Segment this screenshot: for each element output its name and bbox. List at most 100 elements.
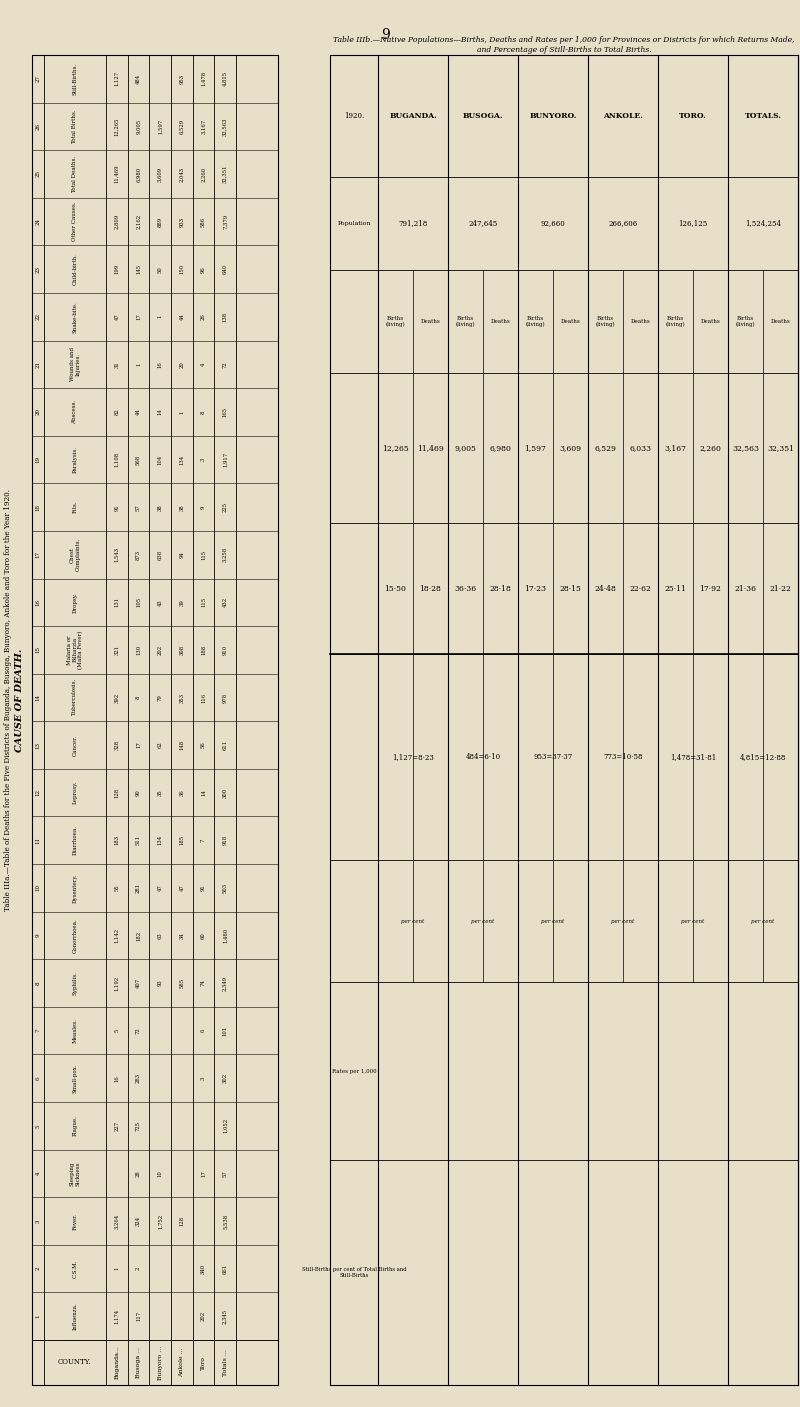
- Text: Buganda...: Buganda...: [114, 1345, 119, 1379]
- Text: 9,005: 9,005: [454, 445, 477, 453]
- Text: Bunyoro ...: Bunyoro ...: [158, 1345, 162, 1380]
- Text: 321: 321: [114, 644, 119, 656]
- Text: Fits.: Fits.: [73, 501, 78, 514]
- Text: Sleeping
Sickness: Sleeping Sickness: [70, 1161, 80, 1186]
- Text: 90: 90: [136, 789, 141, 796]
- Text: 44: 44: [179, 314, 184, 321]
- Text: 1,917: 1,917: [222, 452, 228, 467]
- Text: 953: 953: [179, 73, 184, 84]
- Text: 57: 57: [136, 504, 141, 511]
- Text: 19: 19: [35, 456, 41, 463]
- Text: Still-Births per cent of Total Births and
Still-Births: Still-Births per cent of Total Births an…: [302, 1268, 406, 1278]
- Text: 6,529: 6,529: [179, 118, 184, 134]
- Text: 150: 150: [179, 265, 184, 274]
- Text: 47: 47: [158, 885, 162, 891]
- Text: 3: 3: [201, 1076, 206, 1081]
- Text: 889: 889: [158, 217, 162, 227]
- Text: 17·23: 17·23: [525, 585, 546, 592]
- Text: 5: 5: [35, 1124, 41, 1127]
- Text: 11,469: 11,469: [417, 445, 444, 453]
- Text: 2,260: 2,260: [699, 445, 722, 453]
- Text: 16: 16: [35, 599, 41, 606]
- Text: 44: 44: [136, 408, 141, 415]
- Text: 3: 3: [35, 1220, 41, 1223]
- Text: 17: 17: [136, 314, 141, 321]
- Text: 130: 130: [136, 644, 141, 656]
- Text: 1,127=8·23: 1,127=8·23: [392, 754, 434, 761]
- Text: 3,609: 3,609: [158, 166, 162, 182]
- Text: 185: 185: [179, 836, 184, 846]
- Text: 2,260: 2,260: [201, 166, 206, 182]
- Text: 14: 14: [201, 789, 206, 796]
- Text: C.S.M.: C.S.M.: [73, 1259, 78, 1278]
- Text: 32,351: 32,351: [767, 445, 794, 453]
- Text: Fever.: Fever.: [73, 1213, 78, 1230]
- Text: 27: 27: [35, 76, 41, 82]
- Text: 17: 17: [136, 741, 141, 749]
- Text: 933: 933: [179, 217, 184, 227]
- Text: 131: 131: [114, 597, 119, 608]
- Text: 115: 115: [201, 550, 206, 560]
- Text: 225: 225: [222, 502, 228, 512]
- Text: 56: 56: [201, 741, 206, 749]
- Text: 79: 79: [158, 694, 162, 701]
- Text: 503: 503: [222, 882, 228, 893]
- Text: 134: 134: [158, 836, 162, 846]
- Text: 72: 72: [222, 362, 228, 367]
- Text: per cent: per cent: [751, 919, 774, 924]
- Text: Wounds and
Injuries.: Wounds and Injuries.: [70, 348, 80, 381]
- Bar: [330, 55, 798, 1384]
- Text: 7: 7: [35, 1029, 41, 1033]
- Text: 4,815: 4,815: [222, 72, 228, 86]
- Text: 1: 1: [136, 363, 141, 366]
- Text: per cent: per cent: [542, 919, 565, 924]
- Text: Plague.: Plague.: [73, 1116, 78, 1137]
- Text: per cent: per cent: [471, 919, 494, 924]
- Text: Table IIIa.—Table of Deaths for the Five Districts of Buganda, Busoga, Bunyoro, : Table IIIa.—Table of Deaths for the Five…: [4, 490, 12, 910]
- Text: 2: 2: [136, 1266, 141, 1271]
- Text: 392: 392: [114, 692, 119, 702]
- Text: 1,524,254: 1,524,254: [745, 219, 781, 228]
- Text: 953=37·37: 953=37·37: [534, 754, 573, 761]
- Text: Chest
Complaints.: Chest Complaints.: [70, 537, 80, 571]
- Text: Deaths: Deaths: [561, 319, 580, 325]
- Text: 6: 6: [35, 1076, 41, 1081]
- Text: 484=6·10: 484=6·10: [466, 754, 501, 761]
- Text: Measles.: Measles.: [73, 1019, 78, 1043]
- Text: 1,478: 1,478: [201, 72, 206, 86]
- Text: CAUSE OF DEATH.: CAUSE OF DEATH.: [15, 649, 25, 751]
- Text: 1: 1: [158, 315, 162, 318]
- Text: Influenza.: Influenza.: [73, 1303, 78, 1330]
- Text: 60: 60: [201, 931, 206, 938]
- Text: 6,980: 6,980: [136, 166, 141, 182]
- Text: 611: 611: [222, 740, 228, 750]
- Text: 24: 24: [35, 218, 41, 225]
- Text: 511: 511: [136, 836, 141, 846]
- Text: 24·48: 24·48: [594, 585, 617, 592]
- Text: 117: 117: [136, 1311, 141, 1321]
- Text: 8: 8: [136, 696, 141, 699]
- Text: 12,265: 12,265: [382, 445, 409, 453]
- Text: Deaths: Deaths: [421, 319, 440, 325]
- Text: 57: 57: [222, 1171, 228, 1176]
- Text: 32,563: 32,563: [732, 445, 759, 453]
- Text: 43: 43: [158, 599, 162, 605]
- Text: 183: 183: [114, 836, 119, 846]
- Text: 11,469: 11,469: [114, 165, 119, 183]
- Text: 2,345: 2,345: [222, 1309, 228, 1324]
- Text: 407: 407: [136, 978, 141, 988]
- Text: 1,478=31·81: 1,478=31·81: [670, 754, 716, 761]
- Text: 11: 11: [35, 837, 41, 844]
- Text: 9,005: 9,005: [136, 118, 141, 134]
- Text: 47: 47: [179, 885, 184, 891]
- Text: Deaths: Deaths: [701, 319, 720, 325]
- Text: 94: 94: [179, 552, 184, 559]
- Text: 302: 302: [222, 1074, 228, 1083]
- Text: 72: 72: [136, 1027, 141, 1034]
- Text: 1,052: 1,052: [222, 1119, 228, 1134]
- Text: 82: 82: [114, 408, 119, 415]
- Text: 145: 145: [136, 265, 141, 274]
- Text: Syphilis.: Syphilis.: [73, 971, 78, 995]
- Text: 1,597: 1,597: [525, 445, 546, 453]
- Text: 484: 484: [136, 73, 141, 84]
